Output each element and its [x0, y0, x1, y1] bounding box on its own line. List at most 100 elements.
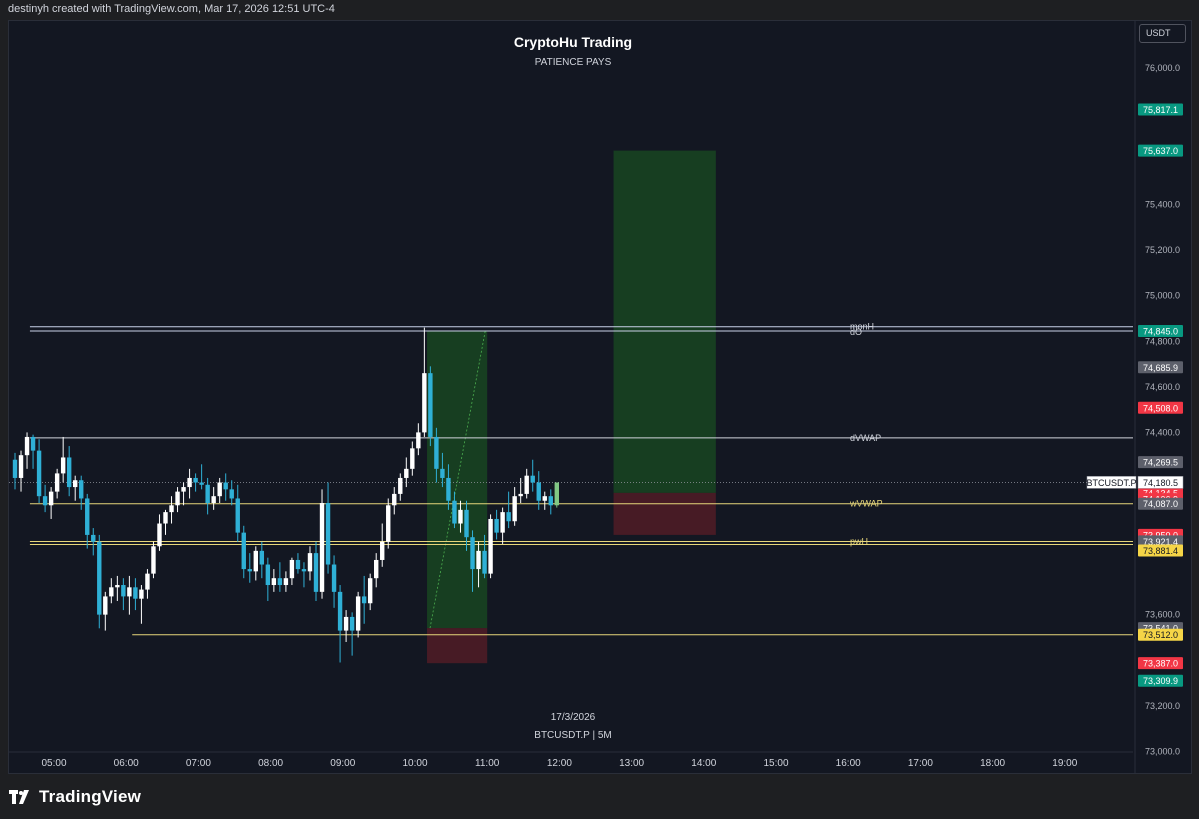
candle-body: [175, 491, 180, 506]
candle-body: [398, 477, 403, 494]
time-tick-label: 07:00: [186, 758, 211, 769]
take-profit-zone: [613, 150, 716, 493]
level-label-pwH: pwH: [850, 537, 868, 547]
candle-body: [121, 585, 126, 597]
price-label: 74,685.9: [1143, 363, 1178, 373]
candle-body: [60, 457, 66, 474]
candle-body: [163, 512, 168, 524]
candle-body: [512, 496, 517, 522]
candle-body: [229, 489, 234, 499]
candle-body: [91, 534, 96, 542]
time-tick-label: 11:00: [475, 758, 500, 769]
price-label-bg: [1138, 361, 1183, 374]
candle-body: [151, 546, 156, 574]
candle-body: [211, 496, 216, 504]
candle-body: [133, 587, 138, 599]
candle-body: [331, 564, 337, 592]
time-tick-label: 15:00: [763, 758, 788, 769]
price-tick-label: 76,000.0: [1145, 63, 1180, 73]
price-label: 75,637.0: [1143, 146, 1178, 156]
candle-body: [530, 475, 535, 483]
candle-body: [66, 457, 72, 488]
candle-body: [524, 475, 529, 494]
candle-body: [337, 591, 343, 631]
candle-body: [48, 491, 54, 506]
candle-body: [157, 523, 162, 547]
price-label: 73,309.9: [1143, 676, 1178, 686]
candle-body: [325, 503, 331, 565]
chart-frame[interactable]: [8, 20, 1192, 774]
candle-body: [380, 541, 385, 560]
candle-body: [506, 512, 511, 522]
candle-body: [187, 477, 192, 488]
candle-body: [205, 484, 210, 504]
chart-title: CryptoHu Trading: [514, 34, 632, 50]
current-price-label: 74,180.5: [1143, 478, 1178, 488]
candle-body: [54, 473, 60, 492]
candle-body: [476, 550, 481, 570]
candle-body: [554, 482, 559, 506]
candle-body: [30, 436, 36, 451]
price-label-bg: [1138, 657, 1183, 670]
candle-body: [446, 477, 451, 501]
price-label-bg: [1138, 103, 1183, 116]
price-tick-label: 75,000.0: [1145, 291, 1180, 301]
candle-body: [416, 432, 421, 449]
price-tick-label: 74,800.0: [1145, 336, 1180, 346]
price-label: 73,881.4: [1143, 546, 1178, 556]
price-label-bg: [1138, 628, 1183, 641]
candle-body: [145, 573, 150, 590]
price-axis[interactable]: 76,000.0 75,400.0 75,200.0 75,000.0 74,800.0…: [1086, 21, 1184, 773]
tradingview-logo[interactable]: TradingView: [9, 787, 141, 807]
candle-body: [271, 578, 277, 586]
candle-body: [247, 569, 252, 572]
candle-body: [289, 559, 295, 579]
candle-body: [277, 578, 283, 586]
price-label: 73,921.4: [1143, 537, 1178, 547]
candle-body: [422, 373, 427, 433]
candle-body: [343, 616, 349, 631]
price-label-bg: [1138, 544, 1183, 557]
tradingview-logo-icon: [9, 790, 29, 804]
price-label-bg: [1138, 674, 1183, 687]
candle-body: [548, 496, 553, 506]
candle-body: [313, 553, 319, 592]
candle-body: [295, 559, 301, 570]
time-tick-label: 10:00: [402, 758, 427, 769]
candle-body: [428, 373, 433, 437]
price-label: 74,087.0: [1143, 499, 1178, 509]
price-tick-label: 75,400.0: [1145, 200, 1180, 210]
symbol-tag-bg: [1086, 476, 1137, 489]
symbol-tag: BTCUSDT.P: [1086, 478, 1136, 488]
header-attribution: destinyh created with TradingView.com, M…: [8, 3, 335, 15]
candle-body: [85, 498, 90, 535]
candle-body: [24, 436, 30, 456]
price-label: 74,845.0: [1143, 327, 1178, 337]
candle-body: [470, 537, 475, 570]
currency-selector[interactable]: USDT: [1139, 24, 1186, 43]
time-tick-label: 12:00: [547, 758, 572, 769]
header-bar: destinyh created with TradingView.com, M…: [0, 0, 1199, 20]
level-label-wVWAP: wVWAP: [849, 499, 883, 509]
candle-body: [319, 503, 325, 592]
candle-body: [97, 541, 102, 615]
price-tick-label: 73,200.0: [1145, 701, 1180, 711]
candle-body: [193, 477, 198, 483]
stop-loss-zone: [613, 492, 716, 535]
candle-body: [265, 564, 271, 586]
candle-body: [283, 578, 289, 586]
price-tick-label: 74,600.0: [1145, 382, 1180, 392]
candle-body: [361, 596, 367, 604]
candle-body: [440, 468, 445, 478]
candle-body: [307, 553, 313, 572]
candle-body: [355, 596, 361, 631]
candle-body: [36, 450, 42, 497]
candle-body: [235, 498, 240, 533]
price-label: 73,541.0: [1143, 624, 1178, 634]
time-tick-label: 09:00: [330, 758, 355, 769]
candle-body: [434, 436, 439, 469]
price-label-bg: [1138, 144, 1183, 157]
time-axis[interactable]: 05:00 06:00 07:00 08:00 09:00 10:00 11:00 12:00…: [9, 751, 1133, 769]
candle-body: [42, 496, 48, 506]
